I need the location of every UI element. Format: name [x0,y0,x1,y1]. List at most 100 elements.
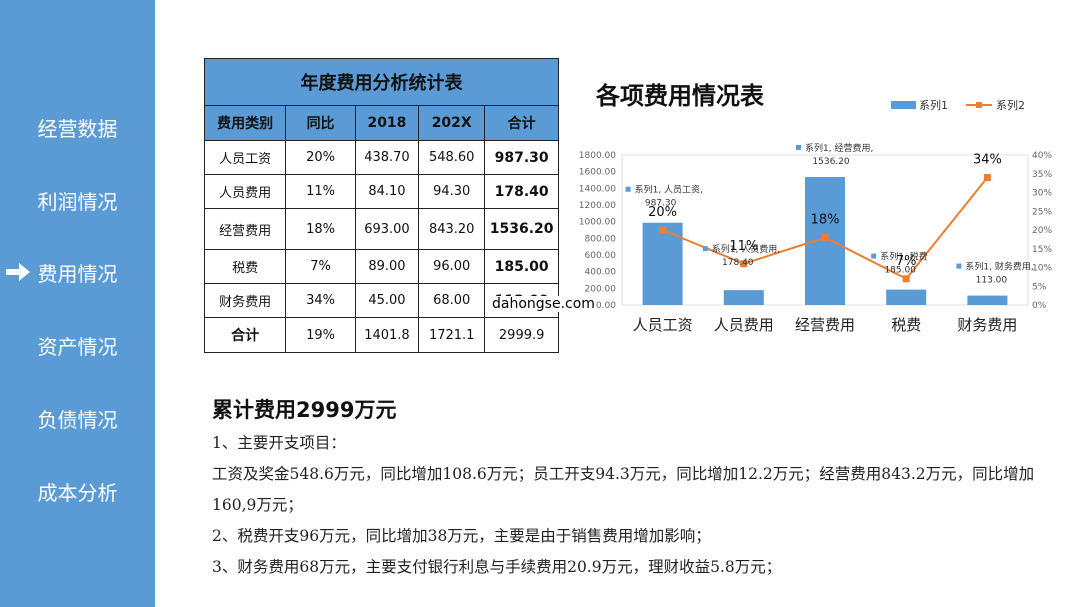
nav-item-label: 负债情况 [37,407,118,432]
data-label-marker [956,263,962,269]
table-row: 经营费用 18% 693.00 843.20 1536.20 [203,208,559,250]
sidebar: 经营数据 利润情况 费用情况 资产情况 负债情况 成本分析 [0,0,155,607]
line-data-label: 20% [648,205,677,220]
bar-data-label: 系列1, 财务费用, [965,261,1033,273]
table-cell: 94.30 [418,174,486,209]
table-row-total: 合计 19% 1401.8 1721.1 2999.9 [203,317,559,353]
y-right-tick-label: 20% [1032,226,1052,236]
table-cell: 45.00 [354,283,420,318]
x-tick-label: 人员费用 [714,316,774,334]
table-cell: 34% [285,283,356,318]
line-point [659,226,667,234]
bar-data-label: 系列1, 人员工资, [635,184,703,196]
table-cell: 68.00 [418,283,486,318]
line-data-label: 11% [729,239,758,254]
table-cell: 2999.9 [484,317,559,353]
x-tick-label: 经营费用 [795,316,855,334]
table-row: 财务费用 34% 45.00 68.00 113.00 [203,283,559,318]
data-label-marker [871,253,877,259]
y-left-tick-label: 1200.00 [579,201,616,211]
table-cell: 合计 [203,317,287,353]
table-header: 2018 [354,105,420,141]
table-cell: 人员工资 [203,140,287,175]
table-row: 人员费用 11% 84.10 94.30 178.40 [203,174,559,209]
line-point [821,234,829,241]
y-left-tick-label: 600.00 [585,251,617,261]
nav-item-label: 资产情况 [37,334,118,359]
nav-item-label: 成本分析 [37,480,118,505]
summary-line: 1、主要开支项目： [212,434,346,452]
line-point [983,174,991,181]
bar-data-label: 113.00 [976,276,1008,286]
y-right-tick-label: 40% [1032,151,1052,161]
line-data-label: 18% [811,213,840,228]
nav-item-label: 费用情况 [37,261,118,286]
legend-label: 系列2 [996,98,1025,112]
table-cell: 19% [285,317,356,353]
summary-text: 1、主要开支项目： 工资及奖金548.6万元，同比增加108.6万元；员工开支9… [212,428,1042,583]
y-right-tick-label: 25% [1032,207,1052,217]
line-data-label: 34% [973,153,1002,168]
data-label-marker [625,186,631,192]
summary-line: 工资及奖金548.6万元，同比增加108.6万元；员工开支94.3万元，同比增加… [212,465,1035,514]
nav-item-assets[interactable]: 资产情况 [0,325,155,365]
bar-data-label: 987.30 [645,199,677,209]
table-cell: 548.60 [418,140,486,175]
line-point [902,275,910,283]
bar-data-label: 系列1, 税费 [880,251,927,263]
legend-label: 系列1 [919,98,948,112]
table-cell: 987.30 [484,140,559,175]
x-tick-label: 财务费用 [957,316,1017,334]
table-cell: 1721.1 [418,317,486,353]
table-header: 费用类别 [203,105,287,141]
table-cell: 1536.20 [484,208,559,250]
table-header: 合计 [484,105,559,141]
table-cell: 经营费用 [203,208,287,250]
summary-line: 2、税费开支96万元，同比增加38万元，主要是由于销售费用增加影响； [212,527,711,545]
y-right-tick-label: 15% [1032,245,1052,255]
line-data-label: 7% [896,254,917,269]
table-cell: 财务费用 [203,283,287,318]
table-cell: 税费 [203,249,287,284]
y-left-tick-label: 200.00 [585,284,617,294]
nav-item-liabilities[interactable]: 负债情况 [0,398,155,438]
y-right-tick-label: 10% [1032,264,1052,274]
expense-chart: 0.00 200.00 400.00 600.00 800.00 1000.00 1200.… [579,98,1053,334]
table-cell: 185.00 [484,249,559,284]
table-cell: 7% [285,249,356,284]
table-cell: 89.00 [354,249,420,284]
y-right-tick-label: 35% [1032,170,1052,180]
y-left-tick-label: 800.00 [585,234,617,244]
bar-data-label: 185.00 [884,266,916,276]
bar [886,289,927,305]
table-cell: 178.40 [484,174,559,209]
nav-item-operating-data[interactable]: 经营数据 [0,107,155,147]
table-cell: 20% [285,140,356,175]
summary-title: 累计费用2999万元 [212,398,397,422]
table-title: 年度费用分析统计表 [204,58,559,106]
y-left-tick-label: 1800.00 [579,151,616,161]
summary-line: 3、财务费用68万元，主要支付银行利息与手续费用20.9万元，理财收益5.8万元… [212,558,782,576]
legend-swatch-marker [976,102,982,108]
chart-title: 各项费用情况表 [596,82,764,110]
table-row: 人员工资 20% 438.70 548.60 987.30 [203,140,559,175]
line-point [740,260,748,268]
y-left-tick-label: 0.00 [596,301,616,311]
data-label-marker [796,144,801,150]
y-left-tick-label: 1600.00 [579,168,616,178]
table-cell: 84.10 [354,174,420,209]
y-left-tick-label: 400.00 [585,268,617,278]
y-left-tick-label: 1400.00 [579,184,616,194]
table-cell: 11% [285,174,356,209]
bar-data-label: 系列1, 人员费用, [712,243,780,255]
nav-item-cost-analysis[interactable]: 成本分析 [0,471,155,511]
y-right-tick-label: 0% [1032,301,1047,311]
nav-item-profit[interactable]: 利润情况 [0,180,155,220]
table-header: 202X [418,105,486,141]
nav-item-expenses[interactable]: 费用情况 [0,252,155,292]
watermark: dahongse.com [490,296,597,312]
bar-data-label: 系列1, 经营费用, [805,142,873,154]
y-right-tick-label: 30% [1032,189,1052,199]
bar [967,295,1008,305]
y-right-tick-label: 5% [1032,282,1047,292]
